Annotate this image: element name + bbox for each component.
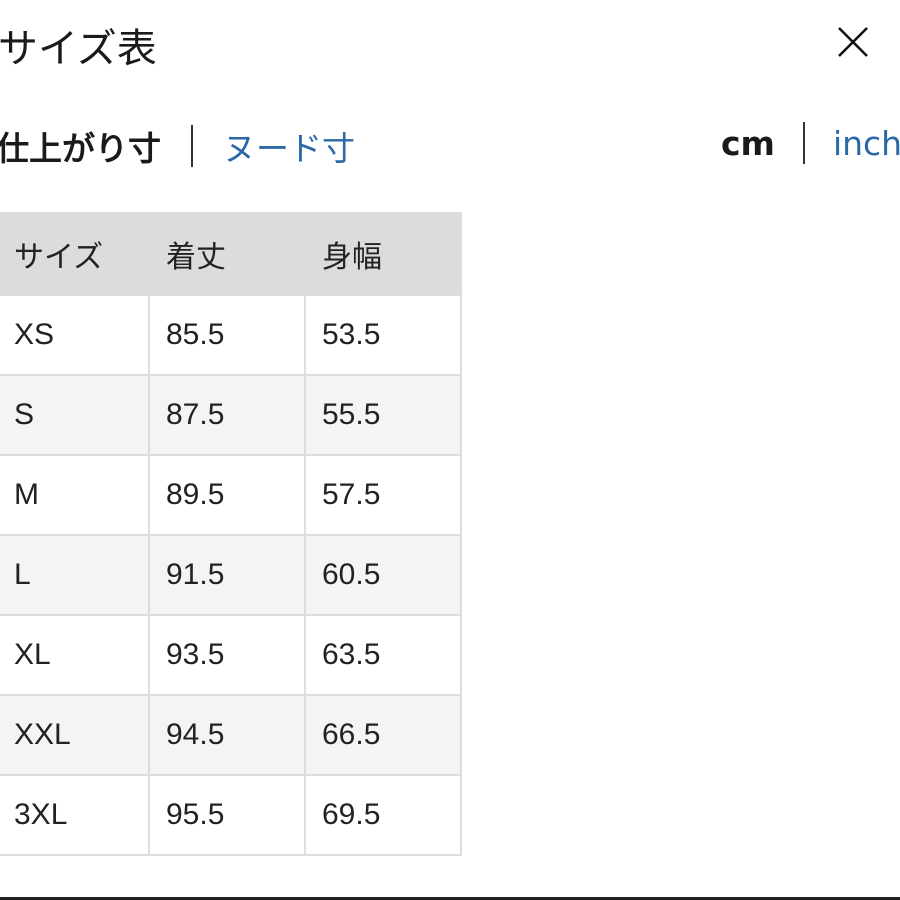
value-cell: 53.5 bbox=[304, 294, 462, 376]
tab-nude-size[interactable]: ヌード寸 bbox=[223, 129, 355, 168]
unit-tabs: cm inch bbox=[721, 122, 900, 164]
measure-tabs: 仕上がり寸 ヌード寸 bbox=[0, 122, 355, 170]
value-cell: 87.5 bbox=[148, 374, 306, 456]
table-row: S 87.5 55.5 bbox=[0, 374, 462, 456]
size-cell: S bbox=[0, 374, 150, 456]
column-header: 身幅 bbox=[304, 212, 462, 296]
table-header-row: サイズ 着丈 身幅 bbox=[0, 212, 462, 296]
table-row: XXL 94.5 66.5 bbox=[0, 694, 462, 776]
close-icon bbox=[838, 27, 868, 57]
size-cell: L bbox=[0, 534, 150, 616]
divider bbox=[191, 125, 193, 167]
value-cell: 95.5 bbox=[148, 774, 306, 856]
bottom-divider bbox=[0, 897, 900, 900]
table-row: XS 85.5 53.5 bbox=[0, 294, 462, 376]
column-header: 着丈 bbox=[148, 212, 306, 296]
value-cell: 69.5 bbox=[304, 774, 462, 856]
value-cell: 89.5 bbox=[148, 454, 306, 536]
value-cell: 57.5 bbox=[304, 454, 462, 536]
value-cell: 94.5 bbox=[148, 694, 306, 776]
value-cell: 66.5 bbox=[304, 694, 462, 776]
unit-cm[interactable]: cm bbox=[721, 123, 775, 163]
column-header: サイズ bbox=[0, 212, 150, 296]
table-row: 3XL 95.5 69.5 bbox=[0, 774, 462, 856]
size-cell: 3XL bbox=[0, 774, 150, 856]
size-table: サイズ 着丈 身幅 XS 85.5 53.5 S 87.5 55.5 M 89.5 57.5 L 9… bbox=[0, 212, 462, 856]
page-title: サイズ表 bbox=[0, 26, 157, 72]
value-cell: 93.5 bbox=[148, 614, 306, 696]
value-cell: 60.5 bbox=[304, 534, 462, 616]
tab-finished-size[interactable]: 仕上がり寸 bbox=[0, 129, 161, 168]
table-row: L 91.5 60.5 bbox=[0, 534, 462, 616]
size-cell: XS bbox=[0, 294, 150, 376]
size-cell: M bbox=[0, 454, 150, 536]
divider bbox=[802, 122, 805, 164]
table-row: M 89.5 57.5 bbox=[0, 454, 462, 536]
size-cell: XXL bbox=[0, 694, 150, 776]
table-row: XL 93.5 63.5 bbox=[0, 614, 462, 696]
size-cell: XL bbox=[0, 614, 150, 696]
close-button[interactable] bbox=[833, 22, 873, 62]
value-cell: 55.5 bbox=[304, 374, 462, 456]
value-cell: 63.5 bbox=[304, 614, 462, 696]
value-cell: 85.5 bbox=[148, 294, 306, 376]
value-cell: 91.5 bbox=[148, 534, 306, 616]
unit-inch[interactable]: inch bbox=[832, 123, 900, 163]
